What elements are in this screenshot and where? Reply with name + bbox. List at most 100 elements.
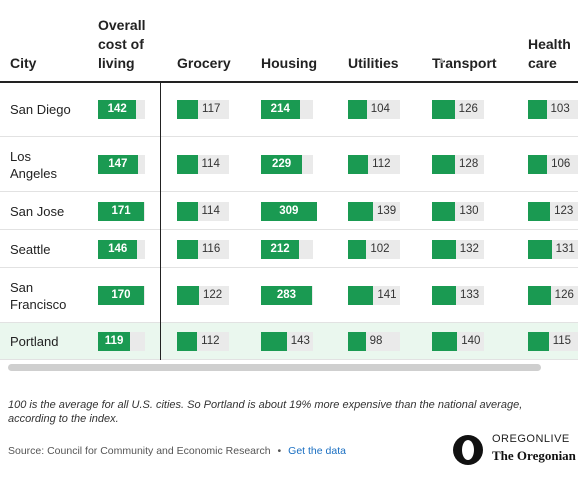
row-rule bbox=[0, 229, 578, 230]
city-name: Los Angeles bbox=[10, 148, 57, 181]
bar bbox=[528, 100, 547, 119]
cell-value: 130 bbox=[459, 204, 479, 217]
cell-value: 98 bbox=[369, 335, 383, 347]
bar bbox=[348, 155, 369, 174]
row-rule bbox=[0, 322, 578, 323]
separator: • bbox=[277, 445, 282, 457]
bar bbox=[98, 201, 145, 221]
column-header: Utilities bbox=[348, 55, 399, 71]
bar bbox=[261, 332, 287, 351]
row-rule bbox=[0, 136, 578, 137]
cell-value: 112 bbox=[201, 335, 220, 347]
cell-value: 140 bbox=[461, 335, 481, 347]
cell-value: 133 bbox=[459, 289, 480, 301]
cell-value: 114 bbox=[201, 158, 220, 170]
header-rule bbox=[0, 81, 578, 83]
bar bbox=[528, 286, 551, 305]
cell-value: 171 bbox=[111, 204, 131, 217]
bar bbox=[261, 100, 300, 119]
bar bbox=[98, 239, 138, 259]
bar bbox=[261, 201, 317, 221]
bar bbox=[98, 100, 137, 119]
cell-value: 131 bbox=[555, 242, 575, 255]
data-link[interactable]: Get the data bbox=[288, 445, 346, 457]
bar bbox=[177, 239, 198, 259]
cell-value: 309 bbox=[279, 204, 299, 217]
bar bbox=[348, 201, 374, 221]
bar bbox=[528, 201, 551, 221]
cell-value: 212 bbox=[270, 242, 290, 255]
row-rule bbox=[0, 359, 578, 360]
logo-inner bbox=[462, 440, 474, 460]
note: 100 is the average for all U.S. cities. … bbox=[8, 399, 523, 425]
cell-value: 115 bbox=[552, 335, 572, 347]
cell-value: 283 bbox=[276, 289, 297, 301]
cell-value: 229 bbox=[272, 158, 292, 170]
column-divider bbox=[160, 82, 161, 360]
city-name: San Francisco bbox=[10, 279, 67, 312]
column-header: Overall cost of living bbox=[98, 17, 146, 71]
cell-value: 123 bbox=[554, 204, 574, 217]
bar bbox=[432, 155, 456, 174]
column-header: City bbox=[10, 55, 37, 71]
source-line: Source: Council for Community and Econom… bbox=[8, 445, 346, 457]
cell-value: 119 bbox=[104, 335, 124, 347]
bar bbox=[261, 155, 303, 174]
bar bbox=[528, 239, 552, 259]
bar bbox=[348, 100, 367, 119]
bar bbox=[432, 100, 455, 119]
cell-value: 126 bbox=[458, 103, 478, 115]
bar bbox=[528, 155, 548, 174]
cell-value: 103 bbox=[550, 103, 570, 115]
bar bbox=[528, 332, 549, 351]
cell-value: 142 bbox=[107, 103, 127, 115]
bar bbox=[348, 332, 366, 351]
column-header: Grocery bbox=[177, 55, 231, 71]
row-rule bbox=[0, 267, 578, 268]
bar bbox=[177, 286, 199, 305]
bar bbox=[177, 201, 198, 221]
column-header: Health care bbox=[528, 36, 571, 71]
row-rule bbox=[0, 191, 578, 192]
bar bbox=[261, 286, 312, 305]
logo-icon bbox=[453, 435, 483, 465]
bar bbox=[98, 332, 131, 351]
cell-value: 143 bbox=[290, 335, 310, 347]
cell-value: 112 bbox=[372, 158, 391, 170]
cell-value: 146 bbox=[108, 242, 128, 255]
cell-value: 170 bbox=[111, 289, 131, 301]
cell-value: 147 bbox=[108, 158, 128, 170]
bar bbox=[432, 286, 456, 305]
bar bbox=[348, 239, 367, 259]
bar bbox=[98, 155, 138, 174]
cell-value: 128 bbox=[459, 158, 479, 170]
bar bbox=[348, 286, 374, 305]
column-header: Housing bbox=[261, 55, 317, 71]
cell-value: 214 bbox=[270, 103, 290, 115]
logo-bottom: The Oregonian bbox=[492, 448, 576, 463]
cell-value: 104 bbox=[370, 103, 390, 115]
scrollbar[interactable] bbox=[8, 364, 541, 371]
cell-value: 139 bbox=[377, 204, 397, 217]
bar bbox=[432, 201, 456, 221]
bar bbox=[177, 155, 198, 174]
cell-value: 106 bbox=[551, 158, 571, 170]
cell-value: 102 bbox=[370, 242, 390, 255]
cell-value: 132 bbox=[459, 242, 479, 255]
cell-value: 117 bbox=[202, 103, 221, 115]
logo-top: OREGONLIVE bbox=[492, 433, 570, 445]
city-name: San Jose bbox=[10, 203, 65, 219]
cell-value: 114 bbox=[201, 204, 220, 217]
city-name: Portland bbox=[10, 334, 59, 349]
cell-value: 126 bbox=[554, 289, 574, 301]
bar bbox=[177, 332, 198, 351]
bar bbox=[432, 239, 456, 259]
cell-value: 122 bbox=[202, 289, 223, 301]
sort-arrow: ▲ bbox=[437, 55, 446, 65]
city-name: Seattle bbox=[10, 241, 51, 257]
cell-value: 141 bbox=[377, 289, 397, 301]
bar bbox=[432, 332, 458, 351]
source: Source: Council for Community and Econom… bbox=[8, 445, 271, 457]
bar bbox=[98, 286, 144, 305]
